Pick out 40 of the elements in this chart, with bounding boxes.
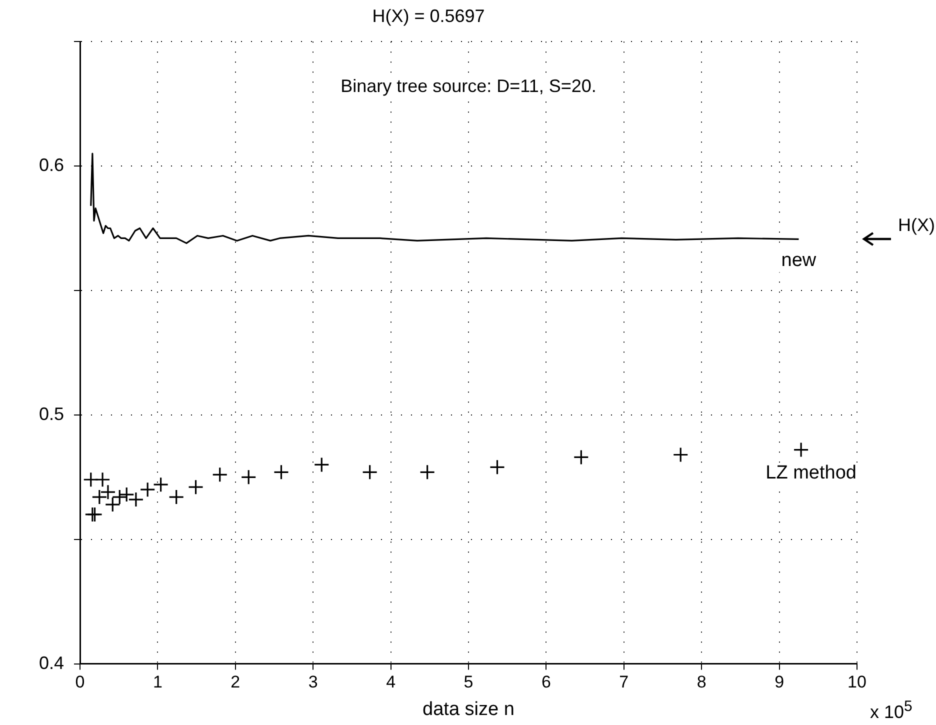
point bbox=[140, 482, 156, 498]
x-tick-label: 6 bbox=[541, 672, 551, 692]
point bbox=[104, 496, 120, 512]
point bbox=[273, 464, 290, 480]
x-tick-label: 7 bbox=[619, 672, 629, 692]
point bbox=[420, 464, 436, 480]
annotation: Binary tree source: D=11, S=20. bbox=[338, 76, 600, 97]
point bbox=[112, 489, 128, 505]
series-label: LZ method bbox=[766, 462, 856, 484]
point bbox=[212, 466, 228, 482]
point bbox=[489, 459, 506, 475]
point bbox=[314, 456, 330, 472]
x-tick-label: 5 bbox=[464, 672, 474, 692]
point bbox=[362, 464, 378, 480]
x-tick-label: 3 bbox=[308, 672, 318, 692]
x-tick-label: 10 bbox=[848, 672, 866, 692]
x-tick-label: 0 bbox=[75, 672, 85, 692]
point bbox=[153, 476, 169, 492]
point bbox=[168, 489, 184, 505]
point bbox=[573, 449, 589, 466]
y-tick-label: 0.5 bbox=[38, 404, 64, 424]
x-tick-label: 9 bbox=[774, 672, 784, 692]
point bbox=[188, 479, 204, 495]
x-tick-label: 1 bbox=[152, 672, 162, 692]
x-axis-title: data size n bbox=[422, 698, 514, 720]
text: x 10$^{5}$ bbox=[867, 698, 916, 723]
point bbox=[672, 446, 688, 463]
chart-title: H(X) = 0.5697 bbox=[372, 6, 485, 26]
point bbox=[240, 469, 256, 485]
point bbox=[94, 472, 110, 488]
x-tick-label: 8 bbox=[696, 672, 706, 692]
x-tick-label: 2 bbox=[230, 672, 240, 692]
point bbox=[100, 484, 116, 500]
point bbox=[92, 489, 108, 505]
point bbox=[793, 442, 809, 458]
x-tick-label: 4 bbox=[386, 672, 396, 692]
y-tick-label: 0.4 bbox=[38, 652, 64, 673]
series-label: new bbox=[781, 250, 816, 271]
y-tick-label: 0.6 bbox=[38, 155, 64, 176]
text: H(X) bbox=[895, 215, 936, 236]
